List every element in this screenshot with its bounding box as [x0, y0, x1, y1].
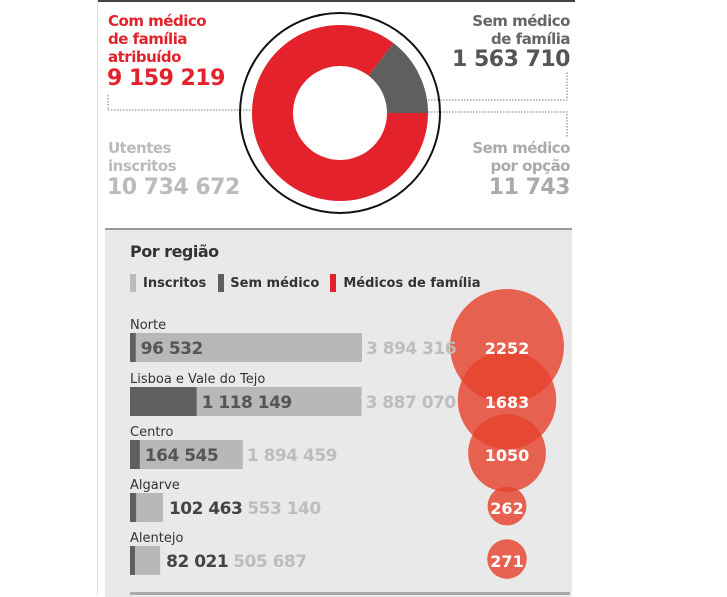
donut-outline: [239, 12, 441, 214]
region-label: Alentejo: [130, 531, 183, 546]
label-line: de família: [108, 30, 187, 48]
leader-line-right-bottom: [428, 111, 568, 138]
legend-label: Inscritos: [143, 275, 207, 291]
sem-medico-value: 96 532: [141, 339, 203, 359]
bubble-medicos: [487, 539, 527, 579]
by-choice-label: Sem médico por opção: [472, 139, 570, 175]
label-line: Sem médico: [472, 12, 570, 30]
with-doctor-value: 9 159 219: [107, 66, 225, 91]
inscritos-value: 1 894 459: [247, 446, 337, 466]
bubble-medicos: [487, 486, 527, 526]
sem-medico-value: 82 021: [166, 552, 228, 572]
bubble-value: 262: [490, 499, 523, 518]
label-line: inscritos: [108, 157, 177, 175]
registered-label: Utentes inscritos: [108, 139, 177, 175]
bubble-value: 2252: [485, 339, 530, 358]
region-title: Por região: [130, 242, 219, 261]
inscritos-value: 505 687: [233, 552, 306, 572]
bar-inscritos: [130, 440, 243, 469]
inscritos-value: 3 887 070: [366, 393, 457, 413]
label-line: Sem médico: [472, 139, 570, 157]
leader-line-right-top: [428, 72, 568, 101]
bar-sem-medico: [130, 493, 137, 522]
donut-hole: [293, 66, 387, 160]
bar-sem-medico: [130, 387, 197, 416]
bar-sem-medico: [130, 546, 135, 575]
label-line: Utentes: [108, 139, 171, 157]
region-label: Norte: [130, 318, 166, 333]
registered-value: 10 734 672: [107, 175, 240, 200]
top-rule: [97, 0, 575, 2]
sem-medico-value: 164 545: [145, 446, 218, 466]
legend-swatch-inscritos: [130, 274, 136, 292]
label-line: de família: [491, 30, 570, 48]
without-doctor-value: 1 563 710: [452, 47, 570, 72]
legend-swatch-sem-medico: [218, 274, 225, 292]
bar-inscritos: [130, 546, 161, 575]
donut-chart: [107, 12, 568, 214]
label-line: por opção: [490, 157, 570, 175]
leader-lines: [107, 72, 568, 138]
without-doctor-label: Sem médico de família: [472, 12, 570, 48]
bubble-value: 1050: [485, 446, 530, 465]
left-rule: [97, 0, 98, 595]
label-line: atribuído: [108, 48, 181, 66]
region-label: Centro: [130, 425, 173, 440]
label-line: Com médico: [108, 12, 207, 30]
bubble-value: 271: [490, 552, 523, 571]
with-doctor-label: Com médico de família atribuído: [108, 12, 207, 66]
bar-inscritos: [130, 333, 362, 362]
region-label: Algarve: [130, 478, 180, 493]
bubbles: [450, 289, 564, 579]
legend-label: Médicos de família: [343, 275, 481, 291]
legend: Inscritos Sem médico Médicos de família: [130, 274, 481, 292]
inscritos-value: 3 894 316: [366, 339, 456, 359]
sem-medico-value: 102 463: [169, 499, 242, 519]
legend-label: Sem médico: [230, 275, 320, 291]
bubble-value: 1683: [485, 393, 530, 412]
bar-sem-medico: [130, 440, 140, 469]
sem-medico-value: 1 118 149: [202, 393, 292, 413]
bottom-rule: [130, 592, 570, 595]
by-choice-value: 11 743: [488, 175, 571, 200]
leader-line-left: [107, 95, 255, 111]
region-label: Lisboa e Vale do Tejo: [130, 372, 265, 387]
bar-sem-medico: [130, 333, 136, 362]
inscritos-value: 553 140: [247, 499, 321, 519]
bubble-medicos: [468, 414, 546, 492]
legend-swatch-medicos: [330, 274, 337, 292]
